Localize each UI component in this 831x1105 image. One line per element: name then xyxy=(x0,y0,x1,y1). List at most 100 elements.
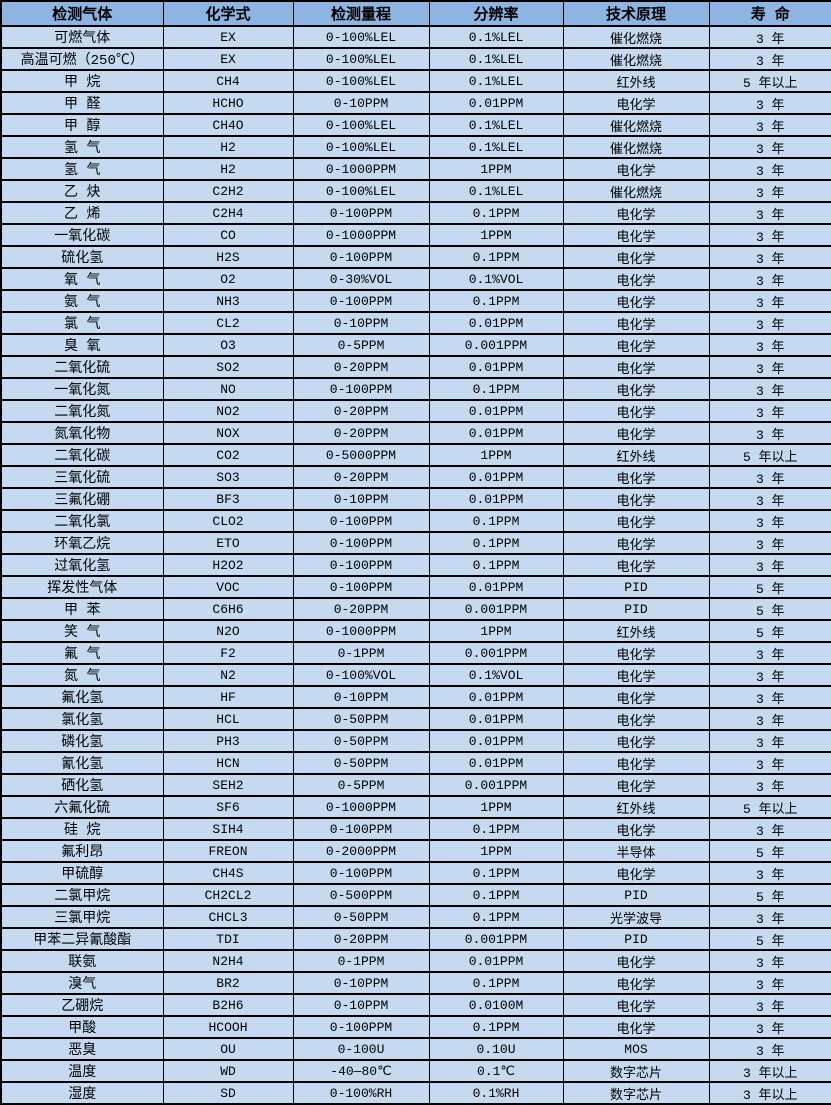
table-cell-formula: NOX xyxy=(162,421,294,445)
table-cell-lifespan: 5 年以上 xyxy=(708,795,831,819)
table-cell-principle: 催化燃烧 xyxy=(562,179,710,203)
table-row: 高温可燃（250℃） EX 0-100%LEL 0.1%LEL 催化燃烧 3 年 xyxy=(0,47,831,71)
table-row: 挥发性气体 VOC 0-100PPM 0.01PPM PID 5 年 xyxy=(0,575,831,599)
table-row: 氮氧化物 NOX 0-20PPM 0.01PPM 电化学 3 年 xyxy=(0,421,831,445)
table-cell-gas: 甲酸 xyxy=(0,1015,164,1039)
table-cell-formula: O3 xyxy=(162,333,294,357)
table-cell-resolution: 1PPM xyxy=(428,839,564,863)
table-cell-range: 0-10PPM xyxy=(292,311,430,335)
table-row: 溴气 BR2 0-10PPM 0.1PPM 电化学 3 年 xyxy=(0,971,831,995)
table-row: 二氧化氯 CLO2 0-100PPM 0.1PPM 电化学 3 年 xyxy=(0,509,831,533)
table-cell-range: 0-100%LEL xyxy=(292,25,430,49)
table-row: 氢 气 H2 0-1000PPM 1PPM 电化学 3 年 xyxy=(0,157,831,181)
table-cell-lifespan: 3 年 xyxy=(708,377,831,401)
table-cell-range: 0-100%LEL xyxy=(292,69,430,93)
table-cell-principle: 电化学 xyxy=(562,817,710,841)
table-cell-gas: 过氧化氢 xyxy=(0,553,164,577)
table-cell-principle: 半导体 xyxy=(562,839,710,863)
table-cell-lifespan: 3 年 xyxy=(708,179,831,203)
table-cell-principle: 电化学 xyxy=(562,971,710,995)
table-cell-resolution: 0.001PPM xyxy=(428,333,564,357)
table-cell-lifespan: 3 年 xyxy=(708,663,831,687)
table-row: 氢 气 H2 0-100%LEL 0.1%LEL 催化燃烧 3 年 xyxy=(0,135,831,159)
table-row: 二氧化碳 CO2 0-5000PPM 1PPM 红外线 5 年以上 xyxy=(0,443,831,467)
table-cell-lifespan: 3 年以上 xyxy=(708,1081,831,1105)
table-cell-formula: HCL xyxy=(162,707,294,731)
table-cell-principle: 电化学 xyxy=(562,201,710,225)
table-cell-formula: F2 xyxy=(162,641,294,665)
table-row: 三氧化硫 SO3 0-20PPM 0.01PPM 电化学 3 年 xyxy=(0,465,831,489)
table-cell-resolution: 0.01PPM xyxy=(428,465,564,489)
table-cell-range: 0-50PPM xyxy=(292,707,430,731)
table-cell-range: -40—80℃ xyxy=(292,1059,430,1083)
table-cell-gas: 氯 气 xyxy=(0,311,164,335)
table-cell-formula: O2 xyxy=(162,267,294,291)
table-cell-formula: NH3 xyxy=(162,289,294,313)
column-header-lifespan: 寿 命 xyxy=(708,0,831,27)
table-row: 硅 烷 SIH4 0-100PPM 0.1PPM 电化学 3 年 xyxy=(0,817,831,841)
table-cell-gas: 氢 气 xyxy=(0,135,164,159)
table-row: 湿度 SD 0-100%RH 0.1%RH 数字芯片 3 年以上 xyxy=(0,1081,831,1105)
table-row: 甲 醇 CH4O 0-100%LEL 0.1%LEL 催化燃烧 3 年 xyxy=(0,113,831,137)
table-cell-formula: TDI xyxy=(162,927,294,951)
table-cell-formula: HCHO xyxy=(162,91,294,115)
table-row: 三氯甲烷 CHCL3 0-50PPM 0.1PPM 光学波导 3 年 xyxy=(0,905,831,929)
table-cell-principle: 电化学 xyxy=(562,1015,710,1039)
table-cell-range: 0-100PPM xyxy=(292,201,430,225)
table-cell-formula: SEH2 xyxy=(162,773,294,797)
table-row: 甲酸 HCOOH 0-100PPM 0.1PPM 电化学 3 年 xyxy=(0,1015,831,1039)
table-cell-principle: 电化学 xyxy=(562,993,710,1017)
table-cell-formula: SO3 xyxy=(162,465,294,489)
table-cell-gas: 氟 气 xyxy=(0,641,164,665)
table-cell-formula: PH3 xyxy=(162,729,294,753)
table-cell-lifespan: 3 年 xyxy=(708,861,831,885)
table-cell-range: 0-100PPM xyxy=(292,531,430,555)
table-cell-range: 0-50PPM xyxy=(292,905,430,929)
table-cell-resolution: 0.1%LEL xyxy=(428,69,564,93)
table-cell-resolution: 0.1%LEL xyxy=(428,135,564,159)
table-cell-resolution: 0.01PPM xyxy=(428,421,564,445)
table-cell-resolution: 0.1%LEL xyxy=(428,47,564,71)
table-cell-gas: 氟利昂 xyxy=(0,839,164,863)
table-cell-gas: 硫化氢 xyxy=(0,245,164,269)
table-cell-principle: 电化学 xyxy=(562,377,710,401)
table-row: 乙 炔 C2H2 0-100%LEL 0.1%LEL 催化燃烧 3 年 xyxy=(0,179,831,203)
header-row: 检测气体 化学式 检测量程 分辨率 技术原理寿 命 xyxy=(0,0,831,27)
table-cell-formula: CH2CL2 xyxy=(162,883,294,907)
table-cell-gas: 臭 氧 xyxy=(0,333,164,357)
table-cell-resolution: 0.01PPM xyxy=(428,355,564,379)
table-cell-gas: 氮氧化物 xyxy=(0,421,164,445)
table-cell-resolution: 0.01PPM xyxy=(428,949,564,973)
table-cell-formula: ETO xyxy=(162,531,294,555)
table-cell-gas: 一氧化氮 xyxy=(0,377,164,401)
table-cell-lifespan: 3 年 xyxy=(708,157,831,181)
table-row: 甲苯二异氰酸酯 TDI 0-20PPM 0.001PPM PID 5 年 xyxy=(0,927,831,951)
table-cell-resolution: 0.1%LEL xyxy=(428,113,564,137)
table-cell-formula: HCN xyxy=(162,751,294,775)
table-cell-lifespan: 3 年 xyxy=(708,201,831,225)
table-cell-range: 0-100PPM xyxy=(292,377,430,401)
table-cell-gas: 温度 xyxy=(0,1059,164,1083)
table-cell-resolution: 0.001PPM xyxy=(428,927,564,951)
table-row: 氯 气 CL2 0-10PPM 0.01PPM 电化学 3 年 xyxy=(0,311,831,335)
table-cell-gas: 甲苯二异氰酸酯 xyxy=(0,927,164,951)
table-cell-range: 0-5000PPM xyxy=(292,443,430,467)
table-row: 硫化氢 H2S 0-100PPM 0.1PPM 电化学 3 年 xyxy=(0,245,831,269)
table-cell-range: 0-100PPM xyxy=(292,289,430,313)
table-cell-formula: BR2 xyxy=(162,971,294,995)
table-row: 二氧化氮 NO2 0-20PPM 0.01PPM 电化学 3 年 xyxy=(0,399,831,423)
table-cell-resolution: 0.01PPM xyxy=(428,487,564,511)
table-cell-formula: SD xyxy=(162,1081,294,1105)
table-cell-lifespan: 3 年 xyxy=(708,311,831,335)
table-cell-formula: H2 xyxy=(162,157,294,181)
table-cell-gas: 环氧乙烷 xyxy=(0,531,164,555)
table-cell-resolution: 0.1PPM xyxy=(428,817,564,841)
table-cell-resolution: 0.1%RH xyxy=(428,1081,564,1105)
table-cell-resolution: 0.1PPM xyxy=(428,201,564,225)
table-cell-formula: EX xyxy=(162,25,294,49)
table-row: 氟利昂 FREON 0-2000PPM 1PPM 半导体 5 年 xyxy=(0,839,831,863)
table-cell-gas: 氟化氢 xyxy=(0,685,164,709)
table-cell-lifespan: 5 年 xyxy=(708,883,831,907)
table-cell-range: 0-20PPM xyxy=(292,927,430,951)
